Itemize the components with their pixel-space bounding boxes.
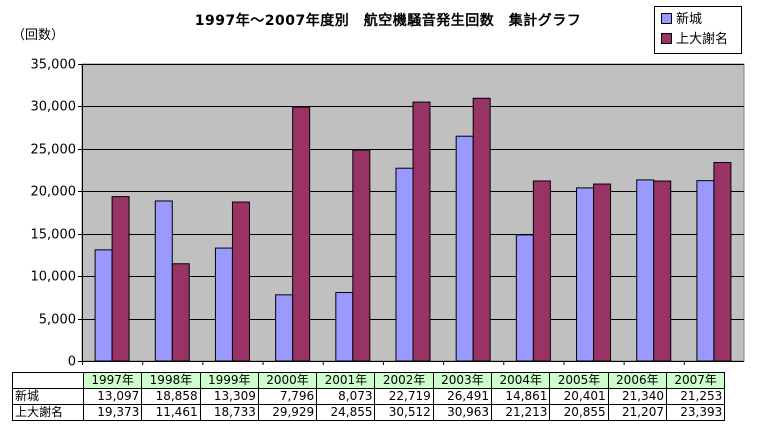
category-label: 2003年 — [432, 372, 493, 389]
category-label: 2006年 — [607, 372, 667, 389]
data-label: 21,340 — [607, 388, 667, 405]
data-label: 18,858 — [141, 388, 201, 405]
y-tick-label: 20,000 — [31, 185, 77, 200]
bar-series-1 — [395, 167, 414, 362]
legend-item-series-2: 上大謝名 — [661, 30, 728, 50]
bar-series-1 — [636, 179, 655, 362]
legend-swatch-series-2 — [661, 33, 672, 44]
bar-series-2 — [593, 183, 612, 362]
bar-series-2 — [532, 180, 551, 362]
bar-series-1 — [515, 234, 534, 362]
bar-series-2 — [111, 196, 130, 362]
legend-label-series-2: 上大謝名 — [676, 32, 729, 47]
bar-series-1 — [275, 294, 294, 362]
data-label: 20,855 — [549, 404, 609, 421]
data-label: 11,461 — [141, 404, 201, 421]
chart-plot: 0 5,000 10,000 15,000 20,000 25,000 30,000 35,0… — [31, 58, 745, 370]
category-label: 2000年 — [257, 372, 318, 389]
bar-series-2 — [412, 101, 431, 362]
data-label: 21,207 — [607, 404, 667, 421]
bar-series-2 — [171, 263, 190, 362]
data-label: 22,719 — [374, 388, 434, 405]
bar-series-1 — [455, 135, 474, 362]
data-label: 19,373 — [82, 404, 143, 421]
category-label: 2005年 — [549, 372, 609, 389]
data-label: 13,309 — [199, 388, 259, 405]
table-corner-cell — [12, 372, 84, 389]
table-series-name: 新城 — [12, 388, 84, 405]
data-label: 13,097 — [82, 388, 143, 405]
category-label: 2001年 — [316, 372, 376, 389]
bar-series-1 — [214, 247, 233, 362]
data-label: 21,253 — [665, 388, 726, 405]
y-tick-label: 15,000 — [31, 228, 77, 243]
chart-legend: 新城 上大謝名 — [654, 6, 742, 54]
data-label: 24,855 — [316, 404, 376, 421]
legend-label-series-1: 新城 — [676, 12, 703, 27]
data-label: 14,861 — [491, 388, 551, 405]
data-label: 8,073 — [316, 388, 376, 405]
y-tick-label: 25,000 — [31, 143, 77, 158]
y-tick-label: 35,000 — [31, 58, 77, 73]
y-tick-label: 30,000 — [31, 100, 77, 115]
bar-series-1 — [335, 291, 354, 362]
category-label: 1997年 — [82, 372, 143, 389]
bar-series-1 — [154, 200, 173, 362]
data-label: 21,213 — [491, 404, 551, 421]
data-label: 26,491 — [432, 388, 493, 405]
category-label: 2004年 — [491, 372, 551, 389]
bar-series-1 — [94, 249, 113, 362]
category-label: 1999年 — [199, 372, 259, 389]
bar-series-1 — [696, 180, 715, 362]
chart-title: 1997年～2007年度別 航空機騒音発生回数 集計グラフ — [194, 13, 582, 29]
table-row-years: 1997年 1998年 1999年 2000年 2001年 2002年 2003年 2004年… — [12, 372, 726, 389]
bar-series-2 — [472, 97, 491, 362]
bar-series-2 — [231, 201, 250, 362]
data-label: 30,963 — [432, 404, 493, 421]
bar-series-2 — [352, 149, 371, 362]
category-label: 2002年 — [374, 372, 434, 389]
table-row-series-2: 上大謝名 19,373 11,461 18,733 29,929 24,855 30,512… — [12, 404, 726, 421]
table-series-name: 上大謝名 — [12, 404, 84, 421]
data-label: 29,929 — [257, 404, 318, 421]
y-axis-unit-label: （回数） — [12, 28, 65, 43]
data-table: 1997年 1998年 1999年 2000年 2001年 2002年 2003年 2004年… — [12, 372, 726, 421]
category-label: 1998年 — [141, 372, 201, 389]
data-label: 18,733 — [199, 404, 259, 421]
y-tick-label: 10,000 — [31, 270, 77, 285]
category-label: 2007年 — [665, 372, 726, 389]
bar-series-2 — [713, 161, 732, 362]
bar-series-1 — [576, 187, 595, 362]
bar-series-2 — [292, 106, 311, 362]
y-tick-label: 5,000 — [39, 313, 76, 328]
data-label: 23,393 — [665, 404, 726, 421]
data-label: 7,796 — [257, 388, 318, 405]
table-row-series-1: 新城 13,097 18,858 13,309 7,796 8,073 22,719 26,4… — [12, 388, 726, 405]
legend-swatch-series-1 — [661, 13, 672, 24]
data-label: 30,512 — [374, 404, 434, 421]
data-label: 20,401 — [549, 388, 609, 405]
bar-series-2 — [653, 180, 672, 362]
legend-item-series-1: 新城 — [661, 10, 702, 30]
y-tick-label: 0 — [68, 355, 76, 370]
